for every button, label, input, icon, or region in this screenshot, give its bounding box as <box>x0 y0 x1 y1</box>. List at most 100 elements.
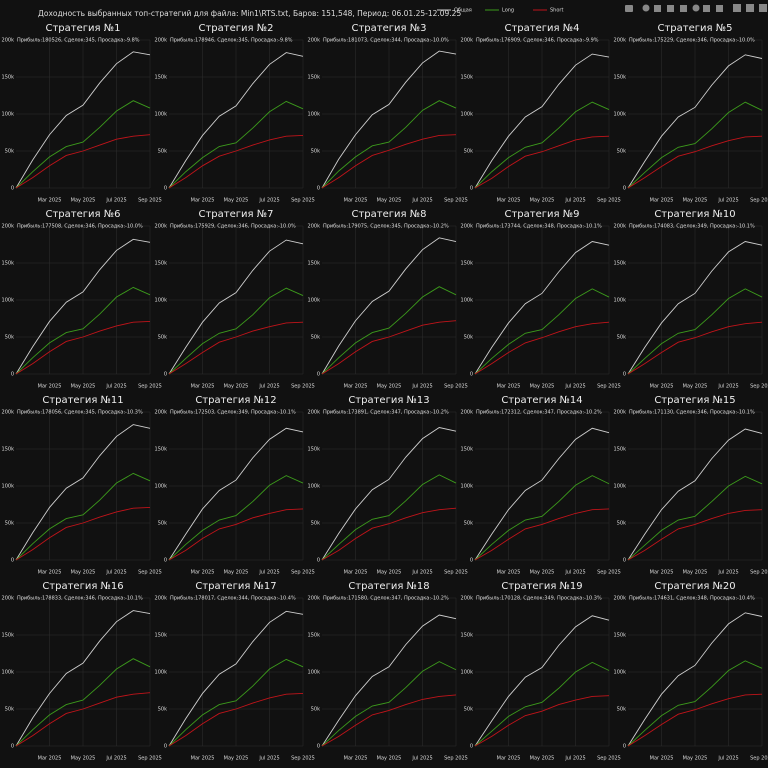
x-tick-label: Sep 2025 <box>750 384 768 390</box>
y-tick-label: 100k <box>461 298 474 304</box>
x-tick-label: May 2025 <box>530 570 555 576</box>
annotation: Прибыль:170128, Сделок:349, Просадка:-10… <box>476 596 602 602</box>
y-tick-label: 0 <box>164 744 167 750</box>
x-tick-label: Mar 2025 <box>191 570 215 576</box>
annotation: Прибыль:172312, Сделок:347, Просадка:-10… <box>476 410 602 416</box>
series-line <box>15 424 151 561</box>
legend-label: Long <box>502 8 514 14</box>
x-tick-label: Mar 2025 <box>650 756 674 762</box>
hover-icon[interactable] <box>759 4 767 12</box>
x-tick-label: Sep 2025 <box>444 198 468 204</box>
series-line <box>168 658 304 747</box>
series-line <box>627 509 763 561</box>
series-line <box>15 238 151 375</box>
y-tick-label: 100k <box>461 112 474 118</box>
y-tick-label: 100k <box>461 484 474 490</box>
series-line <box>321 694 457 747</box>
y-tick-label: 50k <box>464 335 473 341</box>
subplot-title: Стратегия №20 <box>654 581 735 592</box>
x-tick-label: Jul 2025 <box>564 198 585 204</box>
zoom-out-icon[interactable] <box>703 5 710 12</box>
zoom-icon[interactable] <box>642 4 650 12</box>
spike-icon[interactable] <box>746 4 754 12</box>
pan-icon[interactable] <box>654 5 661 12</box>
y-tick-label: 200k <box>155 224 168 230</box>
series-line <box>15 507 151 561</box>
series-line <box>474 53 610 189</box>
y-tick-label: 0 <box>11 558 14 564</box>
legend-label: Общая <box>454 8 472 14</box>
y-tick-label: 100k <box>614 298 627 304</box>
series-line <box>15 100 151 189</box>
series-line <box>627 54 763 189</box>
series-line <box>168 52 304 189</box>
y-tick-label: 200k <box>461 596 474 602</box>
series-line <box>15 658 151 747</box>
y-tick-label: 0 <box>317 186 320 192</box>
legend-label: Short <box>550 8 563 14</box>
y-tick-label: 50k <box>5 707 14 713</box>
x-tick-label: May 2025 <box>683 198 708 204</box>
x-tick-label: Jul 2025 <box>105 756 126 762</box>
x-tick-label: Jul 2025 <box>411 384 432 390</box>
x-tick-label: Mar 2025 <box>344 384 368 390</box>
y-tick-label: 50k <box>464 521 473 527</box>
annotation: Прибыль:176909, Сделок:346, Просадка:-9.… <box>476 38 599 44</box>
series-line <box>168 321 304 375</box>
x-tick-label: Mar 2025 <box>191 756 215 762</box>
series-line <box>15 692 151 747</box>
x-tick-label: May 2025 <box>224 198 249 204</box>
series-line <box>15 321 151 375</box>
series-line <box>474 695 610 747</box>
series-line <box>474 475 610 561</box>
series-line <box>321 320 457 375</box>
camera-icon[interactable] <box>625 5 633 12</box>
autoscale-icon[interactable] <box>716 5 723 12</box>
series-line <box>474 321 610 375</box>
x-tick-label: Sep 2025 <box>597 570 621 576</box>
y-tick-label: 150k <box>614 261 627 267</box>
y-tick-label: 150k <box>614 75 627 81</box>
series-line <box>15 134 151 189</box>
x-tick-label: May 2025 <box>683 384 708 390</box>
y-tick-label: 150k <box>155 75 168 81</box>
x-tick-label: May 2025 <box>377 384 402 390</box>
series-line <box>627 135 763 189</box>
x-tick-label: Mar 2025 <box>497 756 521 762</box>
reset-icon[interactable] <box>733 4 741 12</box>
toolbar[interactable] <box>625 4 767 12</box>
y-tick-label: 0 <box>164 186 167 192</box>
y-tick-label: 50k <box>5 149 14 155</box>
y-tick-label: 150k <box>461 75 474 81</box>
y-tick-label: 50k <box>158 149 167 155</box>
series-line <box>474 508 610 561</box>
subplot-title: Стратегия №7 <box>199 209 274 220</box>
y-tick-label: 100k <box>2 298 15 304</box>
x-tick-label: May 2025 <box>71 198 96 204</box>
y-tick-label: 100k <box>2 484 15 490</box>
zoom-in-icon[interactable] <box>692 4 700 12</box>
y-tick-label: 200k <box>308 410 321 416</box>
y-tick-label: 50k <box>5 521 14 527</box>
y-tick-label: 150k <box>614 633 627 639</box>
y-tick-label: 50k <box>158 521 167 527</box>
series-line <box>627 241 763 375</box>
y-tick-label: 150k <box>461 261 474 267</box>
series-line <box>627 321 763 375</box>
y-tick-label: 100k <box>461 670 474 676</box>
annotation: Прибыль:173891, Сделок:347, Просадка:-10… <box>323 410 449 416</box>
x-tick-label: Jul 2025 <box>411 570 432 576</box>
series-line <box>15 286 151 375</box>
series-line <box>627 428 763 561</box>
series-line <box>321 50 457 189</box>
annotation: Прибыль:180526, Сделок:345, Просадка:-9.… <box>17 38 140 44</box>
lasso-icon[interactable] <box>680 5 687 12</box>
series-line <box>168 508 304 561</box>
y-tick-label: 200k <box>614 224 627 230</box>
series-line <box>321 134 457 189</box>
x-tick-label: Jul 2025 <box>717 198 738 204</box>
select-icon[interactable] <box>667 5 674 12</box>
y-tick-label: 150k <box>308 447 321 453</box>
subplot-title: Стратегия №11 <box>42 395 123 406</box>
